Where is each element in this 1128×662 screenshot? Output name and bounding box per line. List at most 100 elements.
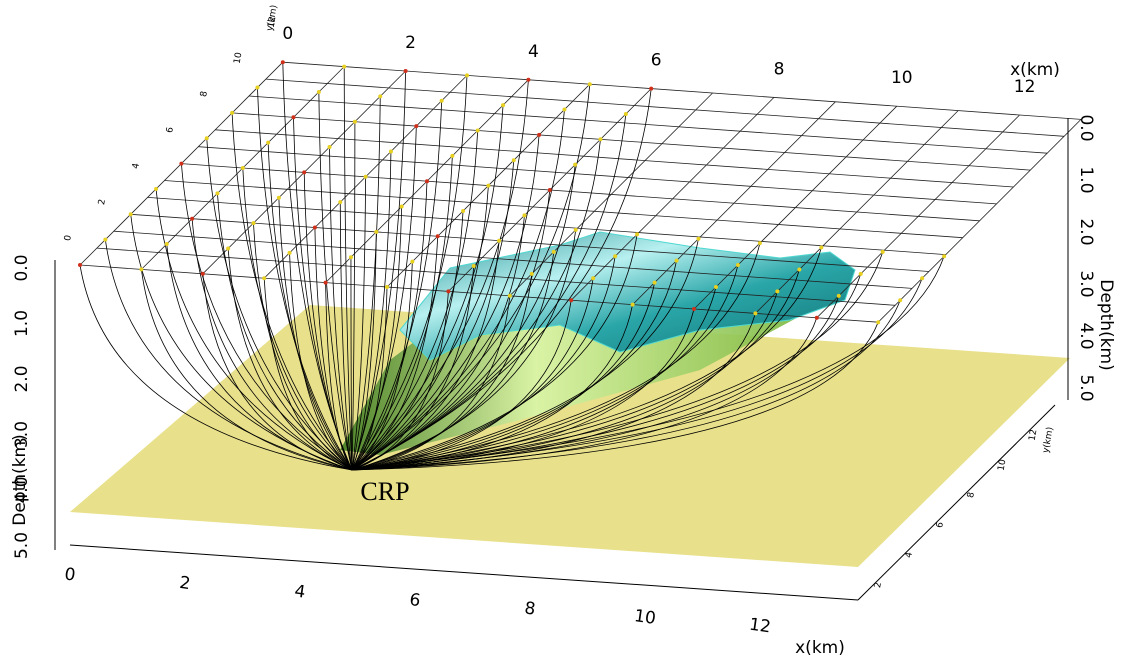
receiver <box>573 163 577 167</box>
left-y-tick-label: 8 <box>199 90 210 98</box>
receiver <box>205 136 209 140</box>
receiver <box>876 320 880 324</box>
receiver <box>288 251 292 255</box>
receiver <box>753 311 757 315</box>
receiver <box>635 232 639 236</box>
grid-line <box>232 113 1030 170</box>
left-y-tick-label: 6 <box>165 126 176 134</box>
bottom-x-tick-label: 10 <box>633 606 657 629</box>
receiver <box>631 303 635 307</box>
right-y-tick-label: 8 <box>966 491 977 499</box>
receiver <box>675 259 679 263</box>
receiver <box>414 124 418 128</box>
receiver <box>281 60 285 64</box>
receiver <box>389 149 393 153</box>
right-y-tick-label: 2 <box>873 581 884 588</box>
receiver <box>714 285 718 289</box>
receiver <box>591 276 595 280</box>
bottom-x-tick-label: 6 <box>408 590 422 611</box>
receiver <box>819 245 823 249</box>
grid-line <box>878 119 1081 322</box>
receiver <box>736 263 740 267</box>
receiver <box>569 298 573 302</box>
receiver <box>252 221 256 225</box>
receiver <box>522 213 526 217</box>
receiver <box>226 246 230 250</box>
left-y-tick-label: 0 <box>63 234 74 242</box>
receiver <box>410 260 414 264</box>
receiver <box>255 86 259 90</box>
top-x-title: x(km) <box>1010 60 1060 80</box>
receiver <box>599 137 603 141</box>
receiver <box>385 285 389 289</box>
right-depth-tick-label: 3.0 <box>1076 270 1096 297</box>
receiver <box>165 242 169 246</box>
receiver <box>508 294 512 298</box>
receiver <box>898 298 902 302</box>
bottom-x-title: x(km) <box>795 638 845 658</box>
receiver <box>378 94 382 98</box>
crp-label: CRP <box>360 477 409 506</box>
receiver <box>450 154 454 158</box>
receiver <box>537 133 541 137</box>
receiver <box>526 78 530 82</box>
left-depth-tick-label: 1.0 <box>12 310 32 337</box>
receiver <box>920 276 924 280</box>
receiver <box>775 289 779 293</box>
receiver <box>230 111 234 115</box>
receiver <box>349 255 353 259</box>
receiver <box>512 158 516 162</box>
receiver <box>404 69 408 73</box>
left-depth-tick-label: 0.0 <box>12 254 32 281</box>
receiver <box>317 90 321 94</box>
grid-line <box>181 164 979 221</box>
receiver <box>562 108 566 112</box>
left-depth-tick-label: 5.0 <box>12 532 32 559</box>
receiver <box>881 250 885 254</box>
left-depth-tick-label: 2.0 <box>12 365 32 392</box>
top-x-tick-label: 6 <box>651 51 662 71</box>
receiver <box>758 241 762 245</box>
bottom-x-tick-label: 2 <box>178 573 192 594</box>
receiver <box>313 226 317 230</box>
receiver <box>501 103 505 107</box>
receiver <box>154 187 158 191</box>
receiver <box>552 250 556 254</box>
grid-line <box>283 62 1081 119</box>
receiver <box>942 254 946 258</box>
grid-line <box>215 130 1013 187</box>
left-y-tick-label: 10 <box>233 51 245 64</box>
receiver <box>201 272 205 276</box>
receiver <box>425 179 429 183</box>
right-y-title: y(km) <box>1041 426 1055 454</box>
receiver <box>697 237 701 241</box>
receiver <box>266 141 270 145</box>
receiver <box>338 200 342 204</box>
left-depth-title: Depth(km) <box>10 434 30 525</box>
top-x-tick-label: 0 <box>282 24 293 44</box>
receiver <box>530 272 534 276</box>
bottom-x-tick-label: 12 <box>748 615 772 638</box>
receiver <box>190 217 194 221</box>
receiver <box>859 272 863 276</box>
receiver <box>815 316 819 320</box>
right-depth-title: Depth(km) <box>1096 279 1116 370</box>
right-depth-tick-label: 2.0 <box>1076 218 1096 245</box>
right-y-tick-label: 4 <box>904 551 915 559</box>
grid-line <box>198 147 996 204</box>
bottom-x-tick-label: 0 <box>63 564 77 585</box>
receiver <box>574 228 578 232</box>
receiver <box>692 307 696 311</box>
left-y-title: y(km) <box>265 4 279 32</box>
right-depth-tick-label: 4.0 <box>1076 322 1096 349</box>
receiver <box>400 205 404 209</box>
seismic-ray-figure: CRP 024681012x(km)024681012x(km)0.01.02.… <box>0 0 1128 662</box>
receiver <box>215 191 219 195</box>
right-y-tick-label: 10 <box>997 458 1009 471</box>
receiver <box>277 196 281 200</box>
receiver <box>292 115 296 119</box>
receiver <box>436 234 440 238</box>
receiver <box>653 281 657 285</box>
receiver <box>129 212 133 216</box>
bottom-x-tick-label: 8 <box>523 598 537 619</box>
